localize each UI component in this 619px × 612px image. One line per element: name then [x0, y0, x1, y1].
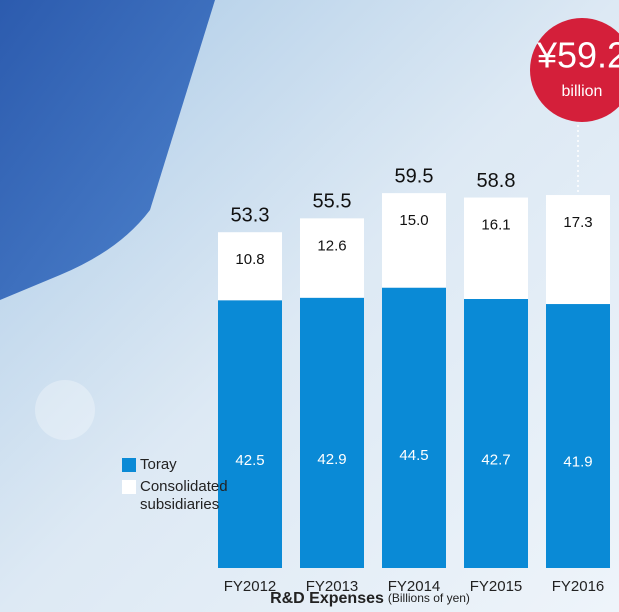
bar-segment [300, 218, 364, 298]
total-label: 53.3 [231, 204, 270, 226]
callout-unit: billion [562, 83, 603, 100]
bar-segment [218, 300, 282, 568]
legend-label: Consolidated subsidiaries [140, 478, 228, 513]
bar-segment [546, 195, 610, 305]
callout-circle [530, 18, 619, 122]
legend-label: Toray [140, 456, 177, 473]
bar-label: 17.3 [563, 214, 592, 231]
bar-segment [300, 297, 364, 568]
bar-segment [464, 197, 528, 299]
legend-item: Consolidated subsidiaries [122, 478, 230, 514]
bar-label: 12.6 [317, 237, 346, 254]
bar-label: 42.9 [317, 451, 346, 468]
bar-segment [218, 232, 282, 301]
legend-swatch [122, 480, 136, 494]
legend-swatch [122, 458, 136, 472]
bar-label: 44.5 [399, 447, 428, 464]
bar-segment [382, 193, 446, 288]
total-label: 55.5 [313, 191, 352, 213]
background-shape [35, 380, 95, 440]
callout-value: ¥59.2 [536, 35, 619, 76]
x-tick-label: FY2013 [306, 578, 359, 595]
bar-segment [546, 304, 610, 568]
x-tick-label: FY2015 [470, 578, 523, 595]
bar-label: 10.8 [235, 251, 264, 268]
total-label: 59.5 [395, 165, 434, 187]
bar-label: 41.9 [563, 453, 592, 470]
bar-segment [464, 298, 528, 568]
bar-segment [382, 287, 446, 568]
legend: Toray Consolidated subsidiaries [122, 456, 230, 518]
x-tick-label: FY2014 [388, 578, 441, 595]
bar-label: 16.1 [481, 217, 510, 234]
x-tick-label: FY2016 [552, 578, 605, 595]
legend-item: Toray [122, 456, 230, 474]
x-tick-label: FY2012 [224, 578, 277, 595]
bar-label: 42.7 [481, 451, 510, 468]
bar-label: 42.5 [235, 452, 264, 469]
background-shape [0, 0, 215, 300]
chart-title: R&D Expenses (Billions of yen) [270, 590, 470, 607]
total-label: 58.8 [477, 170, 516, 192]
bar-label: 15.0 [399, 212, 428, 229]
